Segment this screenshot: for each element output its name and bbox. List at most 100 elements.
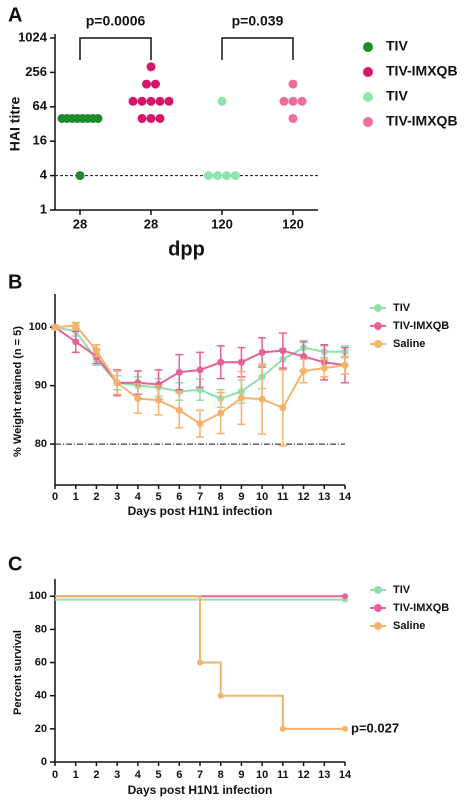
data-point [72, 321, 80, 329]
x-tick-label: 10 [256, 491, 268, 503]
data-point [217, 96, 227, 106]
legend-label: TIV [393, 302, 411, 314]
survival-line [55, 595, 345, 730]
x-tick-label: 12 [297, 769, 309, 781]
legend-marker [363, 67, 373, 77]
y-tick-label: 0 [41, 756, 47, 768]
legend-label: Saline [393, 338, 425, 350]
x-tick-label: 0 [52, 769, 58, 781]
legend-marker [363, 117, 373, 127]
data-point [175, 368, 183, 376]
data-point [237, 394, 245, 402]
y-axis-label: Percent survival [12, 630, 24, 715]
significance-bracket [79, 37, 152, 60]
data-point [155, 96, 165, 106]
x-tick-label: 0 [52, 491, 58, 503]
x-tick-label: 13 [318, 769, 330, 781]
data-point [258, 395, 266, 403]
data-point [279, 725, 286, 732]
x-tick-label: 1 [73, 491, 79, 503]
data-point [231, 171, 240, 181]
x-tick-label: 6 [176, 491, 182, 503]
data-point [92, 347, 100, 355]
x-tick-label: 8 [218, 491, 224, 503]
x-tick-label: 7 [197, 769, 203, 781]
y-axis-label: % Weight retained (n = 5) [12, 326, 24, 457]
y-tick-label: 60 [35, 656, 47, 668]
x-tick-label: 3 [114, 769, 120, 781]
data-point [279, 404, 287, 412]
panel-letter: B [8, 271, 22, 293]
data-point [279, 347, 287, 355]
data-point [204, 171, 213, 181]
x-axis-label: dpp [168, 238, 205, 260]
y-tick-label: 40 [35, 690, 47, 702]
data-point [258, 348, 266, 356]
x-tick-label: 11 [277, 769, 289, 781]
data-point [288, 113, 298, 123]
data-point [320, 364, 328, 372]
data-point [155, 113, 165, 123]
x-tick-label: 3 [114, 491, 120, 503]
data-point [146, 62, 156, 72]
x-tick-label: 2 [93, 769, 99, 781]
legend-label: TIV-IMXQB [393, 320, 449, 332]
data-point [213, 171, 222, 181]
x-tick-label: 11 [277, 491, 289, 503]
data-point [137, 96, 147, 106]
legend-marker [374, 604, 382, 612]
data-point [300, 352, 308, 360]
data-point [300, 367, 308, 375]
data-point [155, 396, 163, 404]
x-tick-label: 8 [218, 769, 224, 781]
y-tick-label: 100 [29, 321, 47, 333]
x-tick-label: 2 [93, 491, 99, 503]
data-point [197, 659, 203, 666]
y-tick-label: 1 [40, 201, 47, 216]
x-tick-label: 9 [238, 769, 244, 781]
x-axis-label: Days post H1N1 infection [128, 504, 273, 518]
y-tick-label: 256 [25, 64, 47, 79]
data-point [146, 96, 156, 106]
x-tick-label: 28 [144, 216, 158, 231]
data-point [134, 395, 142, 403]
y-tick-label: 80 [35, 438, 47, 450]
data-point [217, 409, 225, 417]
legend-marker [374, 340, 382, 348]
data-point [196, 366, 204, 374]
y-axis-label: HAI titre [7, 97, 23, 152]
legend-marker [374, 622, 382, 630]
data-point [288, 96, 298, 106]
x-tick-label: 14 [339, 769, 352, 781]
legend-label: TIV-IMXQB [393, 602, 449, 614]
y-tick-label: 4 [40, 167, 48, 182]
data-point [51, 323, 59, 331]
data-point [279, 96, 289, 106]
legend-marker [363, 42, 373, 52]
x-tick-label: 120 [211, 216, 233, 231]
data-point [217, 358, 225, 366]
annotation: p=0.027 [351, 720, 399, 735]
y-tick-label: 90 [35, 380, 47, 392]
x-tick-label: 7 [197, 491, 203, 503]
legend-label: TIV [393, 584, 411, 596]
annotation: p=0.0006 [86, 13, 146, 29]
data-point [72, 338, 80, 346]
legend-label: TIV [386, 38, 408, 54]
data-point [137, 113, 147, 123]
x-tick-label: 9 [238, 491, 244, 503]
x-tick-label: 14 [339, 491, 352, 503]
data-point [151, 79, 160, 89]
significance-bracket [221, 37, 294, 60]
x-tick-label: 1 [73, 769, 79, 781]
annotation: p=0.039 [232, 13, 284, 29]
legend-label: Saline [393, 620, 425, 632]
legend-marker [374, 586, 382, 594]
x-tick-label: 6 [176, 769, 182, 781]
data-point [113, 379, 121, 387]
data-point [128, 96, 138, 106]
y-tick-label: 1024 [18, 29, 48, 44]
data-point [222, 171, 231, 181]
x-tick-label: 28 [73, 216, 87, 231]
